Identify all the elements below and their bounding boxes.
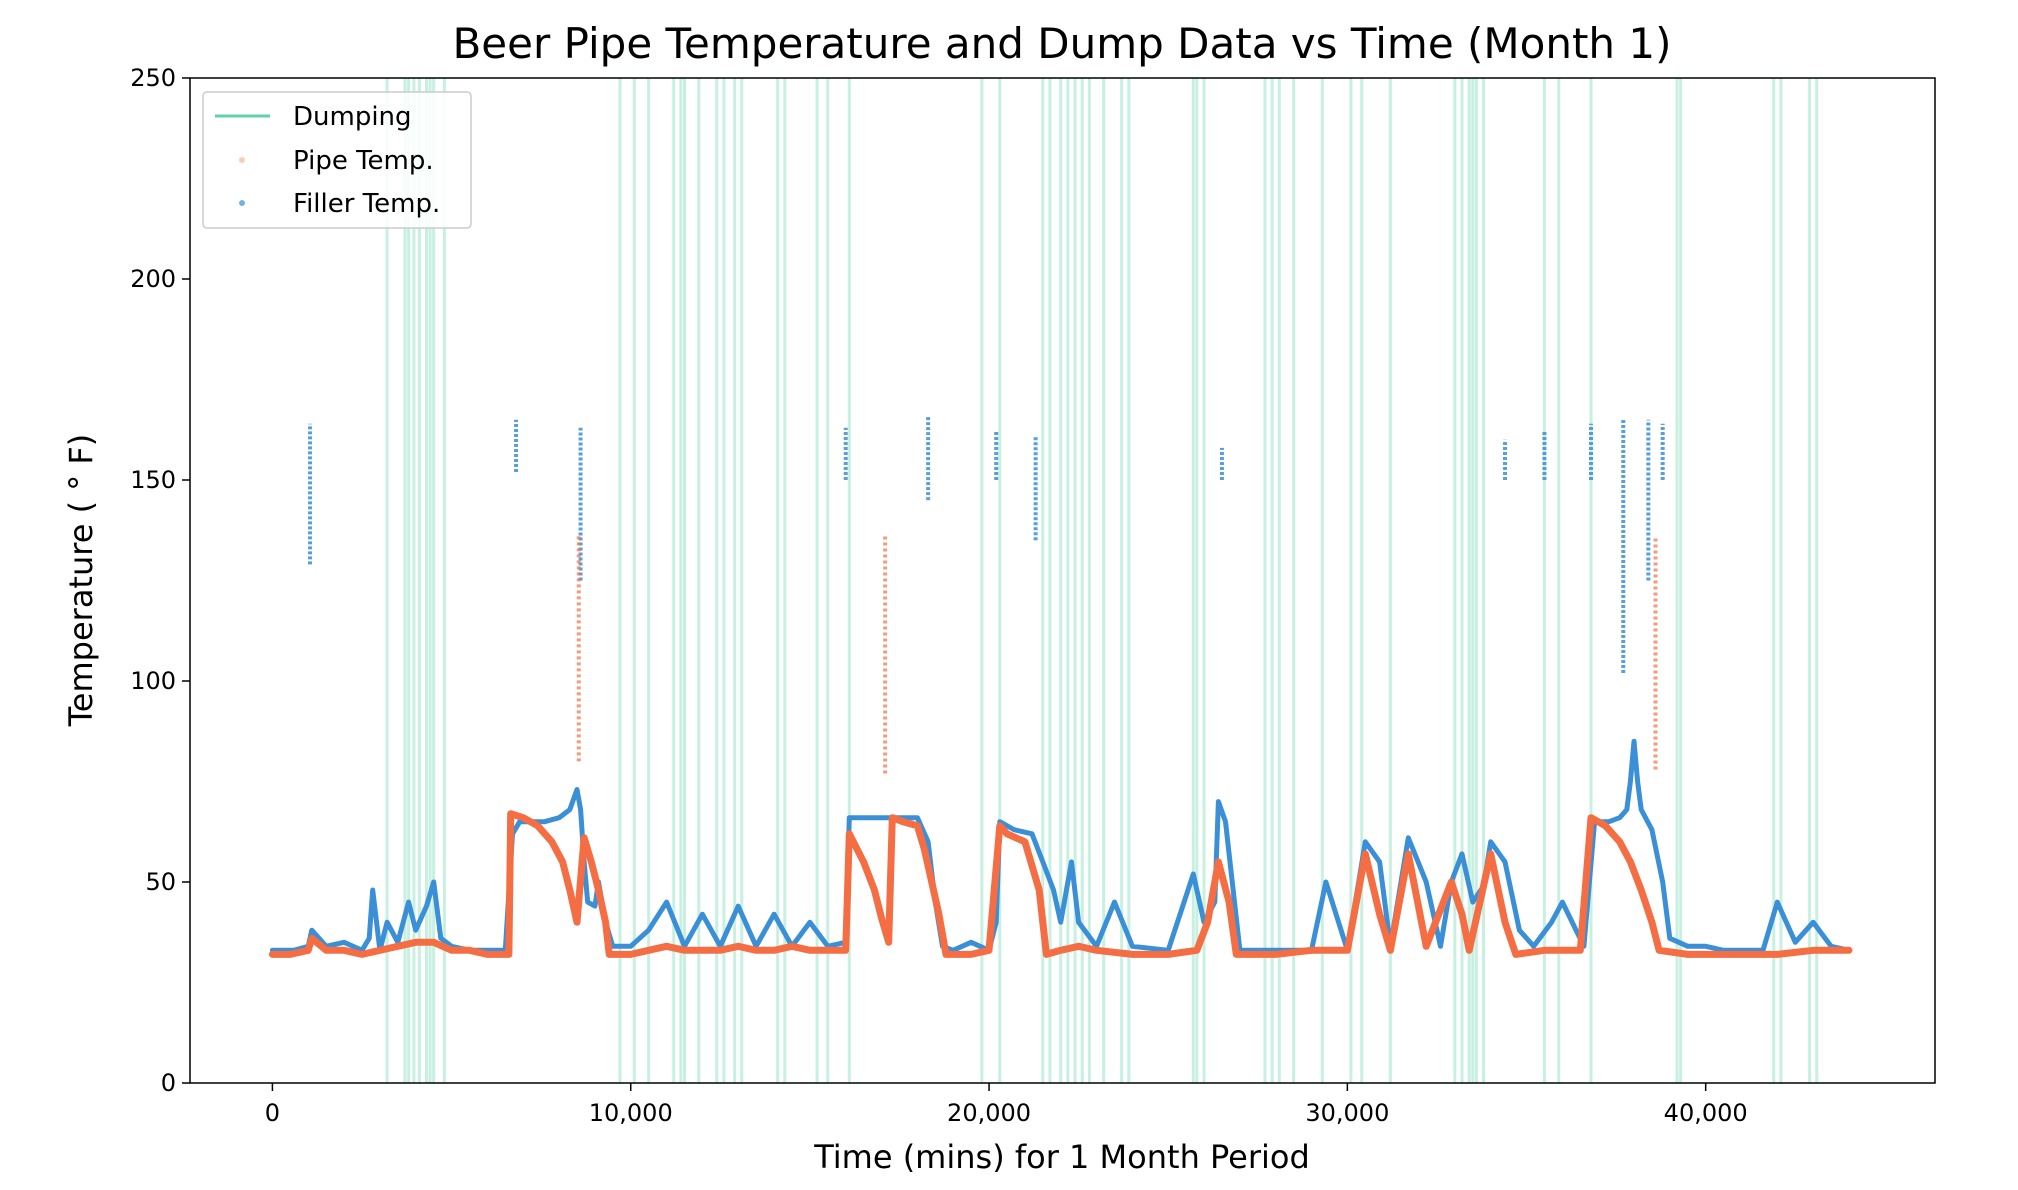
chart-title: Beer Pipe Temperature and Dump Data vs T… bbox=[452, 19, 1671, 68]
plot-frame bbox=[189, 77, 1936, 1084]
y-tick-label: 0 bbox=[161, 1069, 176, 1097]
y-tick-label: 150 bbox=[130, 466, 176, 494]
dumping-lines bbox=[385, 78, 1819, 1083]
y-axis-label: Temperature ( ° F) bbox=[62, 434, 100, 728]
x-tick-label: 10,000 bbox=[589, 1099, 673, 1127]
temperature-spikes bbox=[308, 415, 1665, 774]
legend-dumping-label: Dumping bbox=[293, 102, 412, 132]
legend-filler-marker bbox=[239, 200, 245, 206]
y-tick-label: 200 bbox=[130, 265, 176, 293]
x-axis-label: Time (mins) for 1 Month Period bbox=[813, 1138, 1310, 1176]
x-tick-label: 0 bbox=[265, 1099, 280, 1127]
legend-filler-label: Filler Temp. bbox=[293, 189, 440, 219]
x-tick-label: 30,000 bbox=[1305, 1099, 1389, 1127]
x-axis-ticks: 0 10,000 20,000 30,000 40,000 bbox=[265, 1083, 1748, 1127]
y-tick-label: 250 bbox=[130, 64, 176, 92]
x-tick-label: 40,000 bbox=[1664, 1099, 1748, 1127]
temperature-series bbox=[268, 738, 1853, 958]
x-tick-label: 20,000 bbox=[947, 1099, 1031, 1127]
pipe-temp-series bbox=[268, 810, 1853, 958]
y-axis-ticks: 0 50 100 150 200 250 bbox=[130, 64, 190, 1097]
y-tick-label: 50 bbox=[145, 868, 176, 896]
y-tick-label: 100 bbox=[130, 667, 176, 695]
legend-pipe-label: Pipe Temp. bbox=[293, 146, 434, 176]
legend-box bbox=[202, 91, 472, 229]
legend-pipe-marker bbox=[239, 157, 245, 163]
legend: Dumping Pipe Temp. Filler Temp. bbox=[202, 91, 472, 229]
